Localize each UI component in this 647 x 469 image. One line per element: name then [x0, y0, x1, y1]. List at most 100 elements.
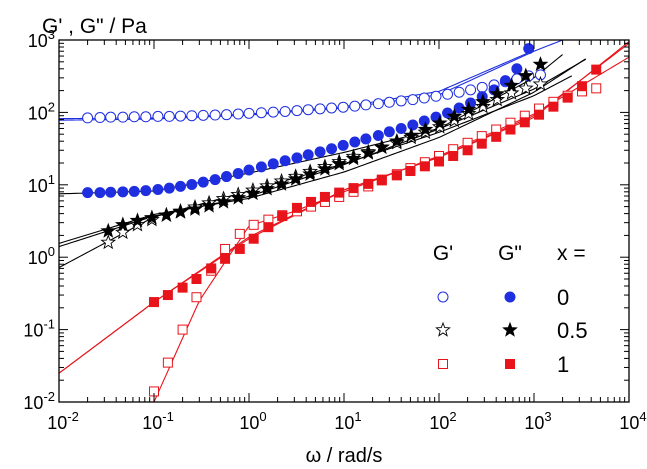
data-point-s5-22	[462, 145, 473, 156]
data-point-s0-2	[105, 111, 117, 123]
data-point-s0-29	[418, 92, 430, 104]
data-point-s0-10	[197, 109, 209, 121]
legend-header-x: x =	[557, 242, 586, 265]
legend-marker-open-0	[437, 291, 449, 303]
data-point-s2-25	[460, 105, 477, 121]
x-tick-label: 10-1	[142, 409, 174, 433]
data-point-s3-4	[158, 206, 175, 222]
data-point-s4-31	[591, 83, 602, 94]
data-point-s1-1	[94, 187, 106, 199]
data-point-s3-7	[201, 197, 217, 213]
data-point-s5-28	[548, 101, 559, 112]
data-point-s5-6	[234, 243, 245, 254]
x-tick-label: 102	[429, 409, 456, 433]
legend-marker-open-2	[438, 359, 448, 369]
data-markers	[82, 43, 602, 397]
data-point-s3-17	[345, 150, 362, 166]
data-point-s1-2	[105, 186, 117, 198]
data-point-s1-37	[511, 63, 523, 75]
data-point-s0-5	[140, 111, 152, 123]
series-5	[149, 64, 602, 308]
data-point-s5-25	[505, 124, 516, 135]
data-point-s3-28	[503, 77, 520, 93]
x-tick-label: 104	[619, 409, 646, 433]
data-point-s5-21	[448, 150, 459, 161]
data-point-s0-14	[243, 107, 255, 119]
data-point-s5-23	[476, 138, 487, 149]
series-0	[82, 69, 546, 124]
data-point-s1-18	[291, 152, 303, 164]
data-point-s0-7	[163, 110, 175, 122]
data-point-s2-0	[100, 234, 117, 250]
legend-label-x-1: 0.5	[557, 318, 588, 343]
axis-ticks	[58, 40, 629, 403]
legend-header-gdoubleprime: G"	[498, 242, 522, 265]
data-point-s0-11	[209, 109, 221, 121]
data-point-s4-2	[177, 324, 188, 335]
data-point-s1-20	[314, 146, 326, 158]
data-point-s5-9	[277, 211, 288, 222]
data-point-s4-1	[162, 357, 173, 368]
data-point-s5-1	[162, 290, 173, 301]
x-tick-label: 101	[334, 409, 361, 433]
data-point-s3-24	[446, 108, 463, 124]
data-point-s1-13	[232, 168, 244, 180]
data-point-s1-27	[395, 122, 407, 134]
data-point-s4-7	[248, 219, 259, 230]
data-point-s1-14	[243, 164, 255, 176]
data-point-s3-19	[373, 138, 390, 154]
x-tick-label: 10-2	[47, 409, 79, 433]
data-point-s1-3	[117, 186, 129, 198]
data-point-s5-27	[534, 109, 545, 120]
data-point-s0-12	[221, 109, 233, 121]
y-axis-label: G' , G" / Pa	[42, 15, 147, 38]
data-point-s5-26	[519, 117, 530, 128]
data-point-s5-29	[562, 92, 573, 103]
data-point-s0-21	[326, 102, 338, 114]
legend-label-x-2: 1	[557, 352, 569, 377]
data-point-s2-1	[114, 224, 131, 240]
y-tick-label: 102	[28, 99, 55, 123]
data-point-s3-12	[273, 175, 290, 191]
data-point-s1-11	[209, 174, 221, 186]
data-point-s3-3	[144, 209, 160, 225]
data-point-s1-6	[152, 184, 164, 196]
x-tick-label: 100	[239, 409, 266, 433]
data-point-s5-19	[419, 161, 430, 172]
data-point-s0-23	[349, 100, 361, 112]
data-point-s5-8	[263, 222, 274, 233]
data-point-s5-17	[391, 170, 402, 181]
data-point-s3-14	[302, 165, 319, 181]
data-point-s1-21	[326, 143, 338, 155]
data-point-s0-4	[128, 111, 140, 123]
data-point-s5-0	[149, 297, 159, 308]
data-point-s3-26	[475, 93, 491, 109]
data-point-s4-6	[234, 228, 245, 239]
data-point-s2-2	[129, 216, 146, 232]
data-point-s3-2	[129, 212, 146, 228]
data-point-s3-11	[259, 180, 275, 196]
data-point-s3-23	[431, 114, 448, 130]
data-point-s3-10	[245, 185, 261, 201]
legend-marker-open-1	[435, 321, 451, 337]
legend-marker-filled-2	[505, 359, 515, 369]
legend-header-gprime: G'	[433, 242, 453, 265]
data-point-s5-2	[177, 282, 188, 293]
legend: G' G" x = 00.51	[433, 242, 588, 377]
data-point-s5-11	[306, 196, 317, 207]
data-point-s2-30	[532, 75, 549, 91]
data-point-s1-16	[267, 158, 279, 170]
data-point-s5-31	[591, 64, 602, 75]
data-point-s0-32	[453, 86, 465, 98]
data-point-s0-20	[314, 103, 326, 115]
data-point-s5-3	[191, 273, 202, 284]
data-point-s0-33	[465, 84, 477, 96]
data-point-s3-22	[417, 121, 434, 137]
data-point-s1-10	[197, 176, 209, 188]
data-point-s2-29	[517, 80, 534, 96]
data-point-s0-8	[174, 110, 186, 122]
legend-marker-filled-0	[504, 291, 516, 303]
data-point-s4-5	[220, 243, 231, 254]
data-point-s1-28	[407, 119, 419, 131]
